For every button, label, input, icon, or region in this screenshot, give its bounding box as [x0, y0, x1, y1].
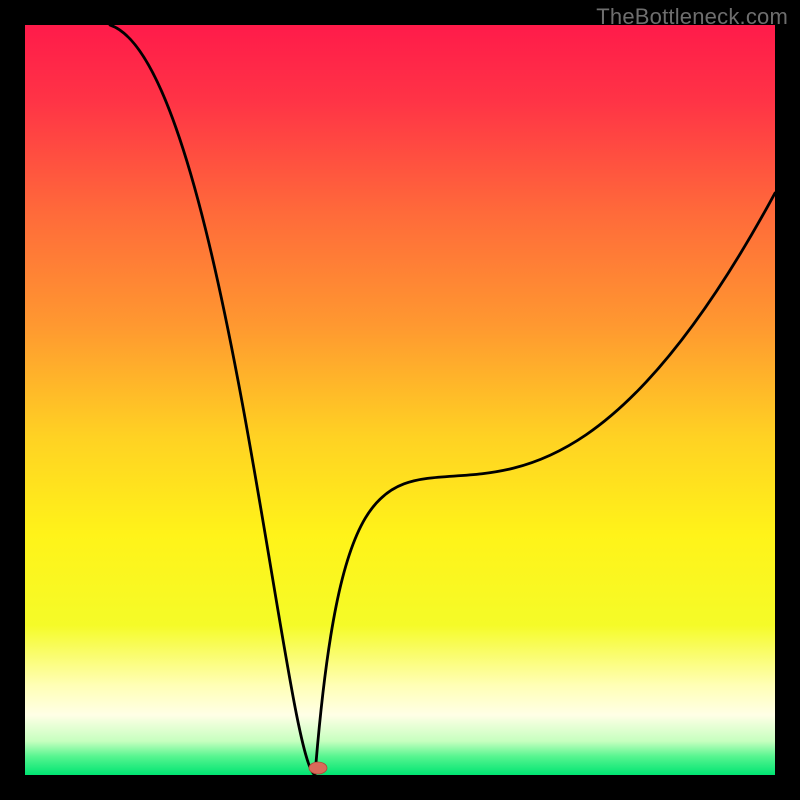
- chart-frame: TheBottleneck.com: [0, 0, 800, 800]
- gradient-background: [25, 25, 775, 775]
- chart-svg: [25, 25, 775, 775]
- watermark-text: TheBottleneck.com: [596, 4, 788, 30]
- plot-area: [25, 25, 775, 775]
- optimal-point-marker: [309, 762, 327, 774]
